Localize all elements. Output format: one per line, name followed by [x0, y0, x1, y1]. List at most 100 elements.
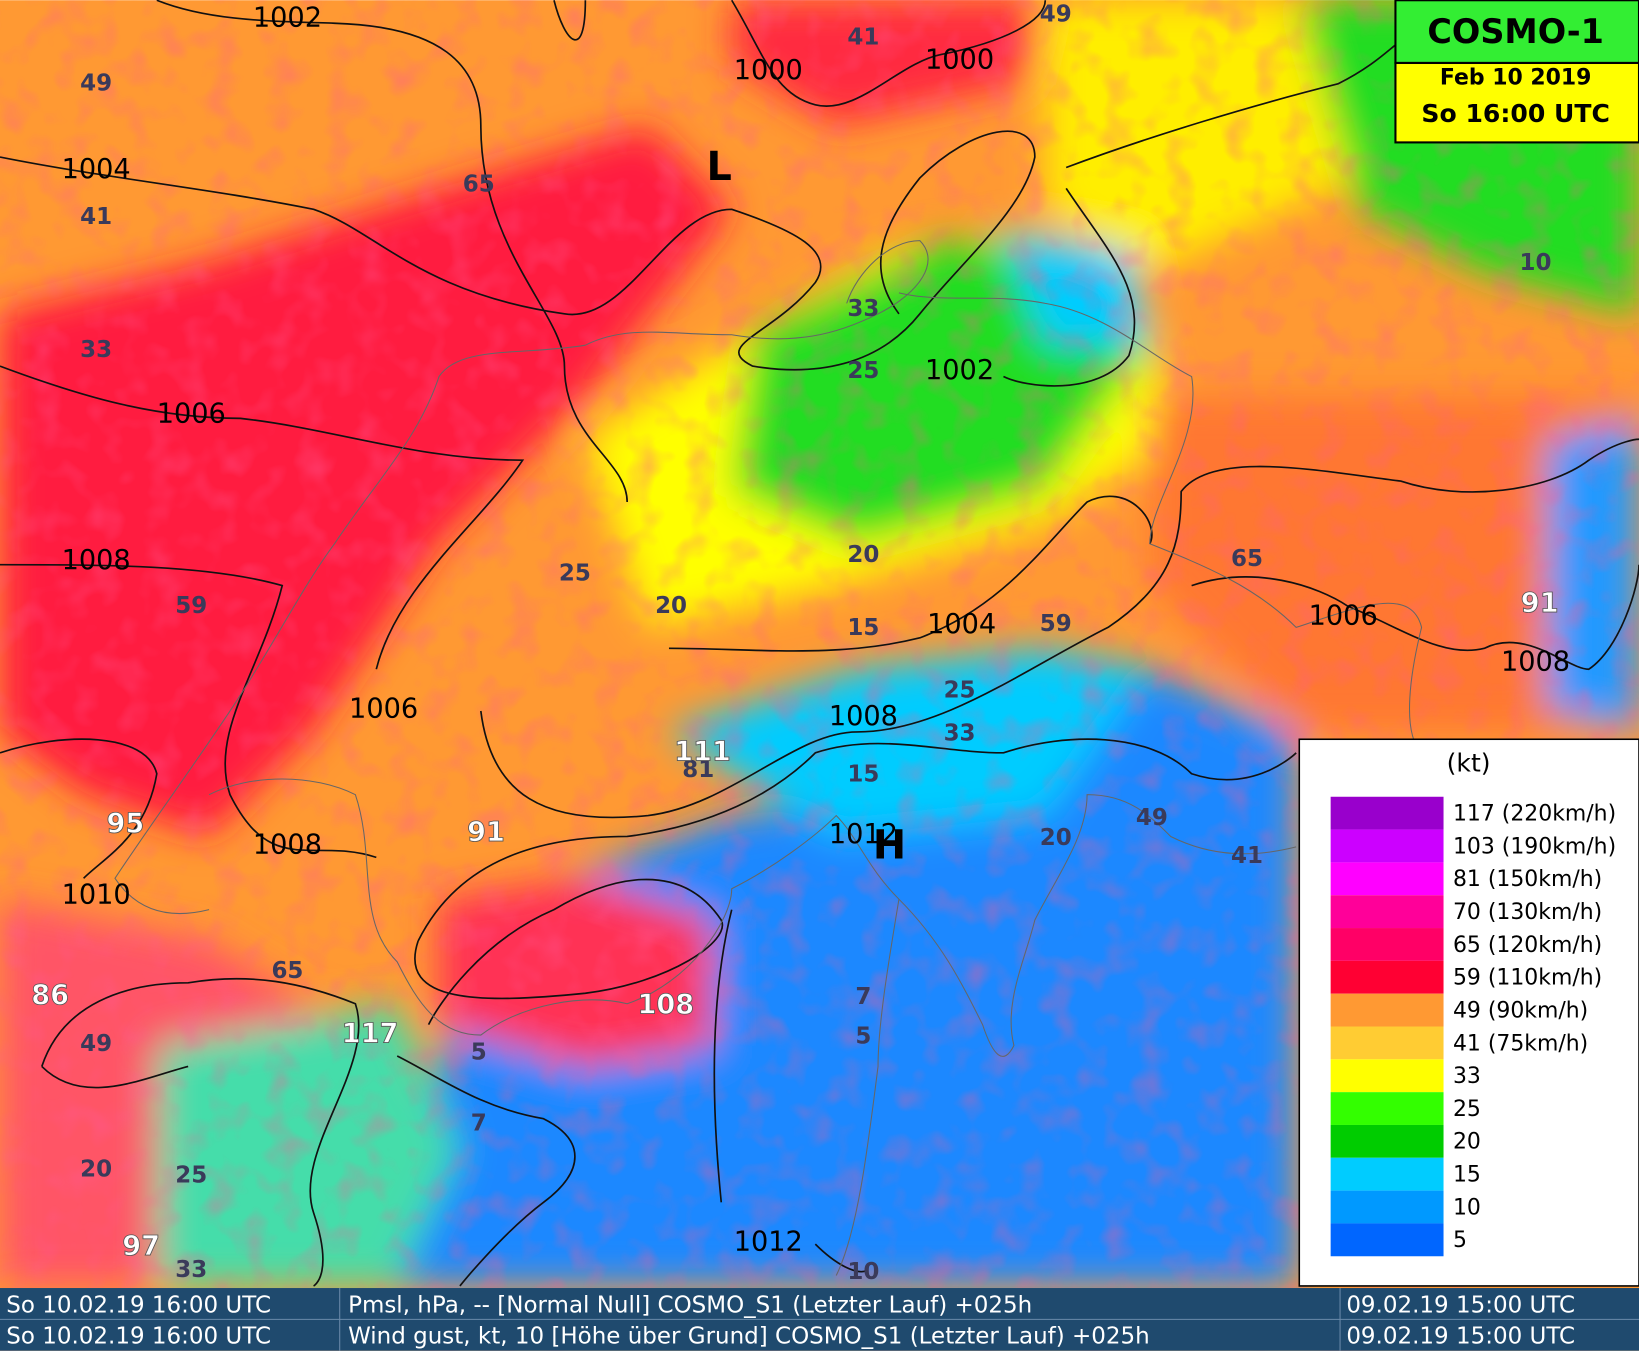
legend-swatch — [1330, 1157, 1444, 1191]
legend-label: 33 — [1453, 1064, 1481, 1089]
gust-max-label: 86 — [31, 980, 69, 1011]
isobar-label: 1002 — [925, 355, 994, 386]
isobar-label: 1006 — [349, 693, 418, 724]
legend-label: 49 (90km/h) — [1453, 998, 1588, 1023]
isobar-label: 1008 — [62, 545, 131, 576]
isobar-label: 1008 — [829, 701, 898, 732]
footer-text: So 10.02.19 16:00 UTC — [6, 1324, 271, 1350]
legend-label: 25 — [1453, 1097, 1481, 1122]
footer-text: Wind gust, kt, 10 [Höhe über Grund] COSM… — [348, 1324, 1150, 1350]
legend-swatch — [1330, 796, 1444, 830]
gust-max-label: 108 — [638, 989, 695, 1020]
pressure-center: L — [706, 144, 731, 190]
legend-label: 20 — [1453, 1130, 1481, 1155]
legend: (kt) 117 (220km/h) 103 (190km/h) 81 (150km… — [1298, 738, 1639, 1287]
legend-unit: (kt) — [1447, 748, 1491, 777]
footer-text: So 10.02.19 16:00 UTC — [6, 1292, 271, 1318]
legend-label: 15 — [1453, 1163, 1481, 1188]
header-bottom — [1394, 61, 1639, 144]
gust-label: 59 — [175, 593, 207, 619]
header-box: COSMO-1 Feb 10 2019 So 16:00 UTC — [1394, 0, 1639, 144]
gust-max-label: 117 — [342, 1019, 399, 1050]
gust-label: 65 — [1231, 546, 1263, 572]
legend-label: 65 (120km/h) — [1453, 933, 1602, 958]
gust-label: 25 — [559, 561, 591, 587]
map-labels: 1002 1000 1000 1004 1006 1002 1008 1006 1004 1008… — [31, 1, 1570, 1284]
isobar-label: 1002 — [253, 3, 322, 34]
isobar-label: 1000 — [734, 55, 803, 86]
gust-label: 20 — [655, 593, 687, 619]
legend-label: 5 — [1453, 1228, 1467, 1253]
borders — [114, 240, 1423, 1276]
run-date: Feb 10 2019 — [1440, 66, 1592, 91]
legend-label: 41 (75km/h) — [1453, 1031, 1588, 1056]
gust-label: 65 — [463, 172, 495, 198]
gust-label: 49 — [80, 70, 112, 96]
isobar-label: 1004 — [927, 609, 996, 640]
footer-text: Pmsl, hPa, -- [Normal Null] COSMO_S1 (Le… — [348, 1292, 1032, 1318]
gust-label: 25 — [175, 1163, 207, 1189]
legend-swatch — [1330, 862, 1444, 896]
gust-label: 65 — [271, 958, 303, 984]
gust-label: 7 — [855, 984, 871, 1010]
gust-max-label: 95 — [107, 808, 145, 839]
isobar-label: 1008 — [253, 829, 322, 860]
legend-swatch — [1330, 829, 1444, 863]
legend-swatch — [1330, 1026, 1444, 1060]
gust-max-label: 97 — [122, 1231, 160, 1262]
isobar-label: 1012 — [829, 819, 898, 850]
footer: So 10.02.19 16:00 UTC Pmsl, hPa, -- [Norm… — [0, 1288, 1639, 1351]
legend-label: 103 (190km/h) — [1453, 834, 1616, 859]
legend-swatch — [1330, 1124, 1444, 1158]
legend-swatch — [1330, 993, 1444, 1027]
gust-label: 49 — [1136, 805, 1168, 831]
isobar-label: 1000 — [925, 44, 994, 75]
legend-swatch — [1330, 1059, 1444, 1093]
gust-label: 33 — [847, 296, 879, 322]
legend-swatch — [1330, 1223, 1444, 1257]
isobar-label: 1006 — [157, 399, 226, 430]
gust-label: 15 — [847, 761, 879, 787]
pressure-center: H — [873, 822, 906, 868]
legend-swatch — [1330, 1190, 1444, 1224]
footer-text: 09.02.19 15:00 UTC — [1346, 1324, 1575, 1350]
gust-label: 33 — [80, 337, 112, 363]
legend-label: 117 (220km/h) — [1453, 802, 1616, 827]
gust-label: 7 — [471, 1110, 487, 1136]
legend-swatch — [1330, 895, 1444, 929]
header-top — [1394, 0, 1639, 65]
isobar-label: 1012 — [734, 1227, 803, 1258]
model-name: COSMO-1 — [1427, 12, 1604, 51]
isobars — [0, 0, 1639, 1287]
gust-label: 41 — [80, 204, 112, 230]
gust-label: 41 — [847, 24, 879, 50]
isobar-label: 1010 — [62, 880, 131, 911]
legend-swatch — [1330, 928, 1444, 961]
legend-swatch — [1330, 960, 1444, 994]
gust-max-label: 111 — [674, 736, 731, 767]
gust-label: 41 — [1231, 843, 1263, 869]
legend-label: 70 (130km/h) — [1453, 900, 1602, 925]
legend-label: 59 (110km/h) — [1453, 966, 1602, 991]
gust-label: 25 — [944, 678, 976, 704]
isobar-label: 1008 — [1501, 646, 1570, 677]
gust-label: 10 — [847, 1259, 879, 1285]
gust-label: 20 — [80, 1156, 112, 1182]
gust-label: 81 — [682, 757, 714, 783]
legend-swatch — [1330, 1092, 1444, 1125]
valid-time: So 16:00 UTC — [1421, 99, 1609, 128]
gust-label: 5 — [855, 1024, 871, 1050]
gust-label: 49 — [1040, 1, 1072, 27]
gust-label: 33 — [944, 721, 976, 747]
footer-text: 09.02.19 15:00 UTC — [1346, 1292, 1575, 1318]
gust-label: 25 — [847, 358, 879, 384]
gust-label: 15 — [847, 615, 879, 641]
gust-label: 49 — [80, 1031, 112, 1057]
gust-label: 5 — [471, 1039, 487, 1065]
gust-label: 59 — [1040, 611, 1072, 637]
gust-label: 33 — [175, 1257, 207, 1283]
gust-label: 10 — [1520, 250, 1552, 276]
